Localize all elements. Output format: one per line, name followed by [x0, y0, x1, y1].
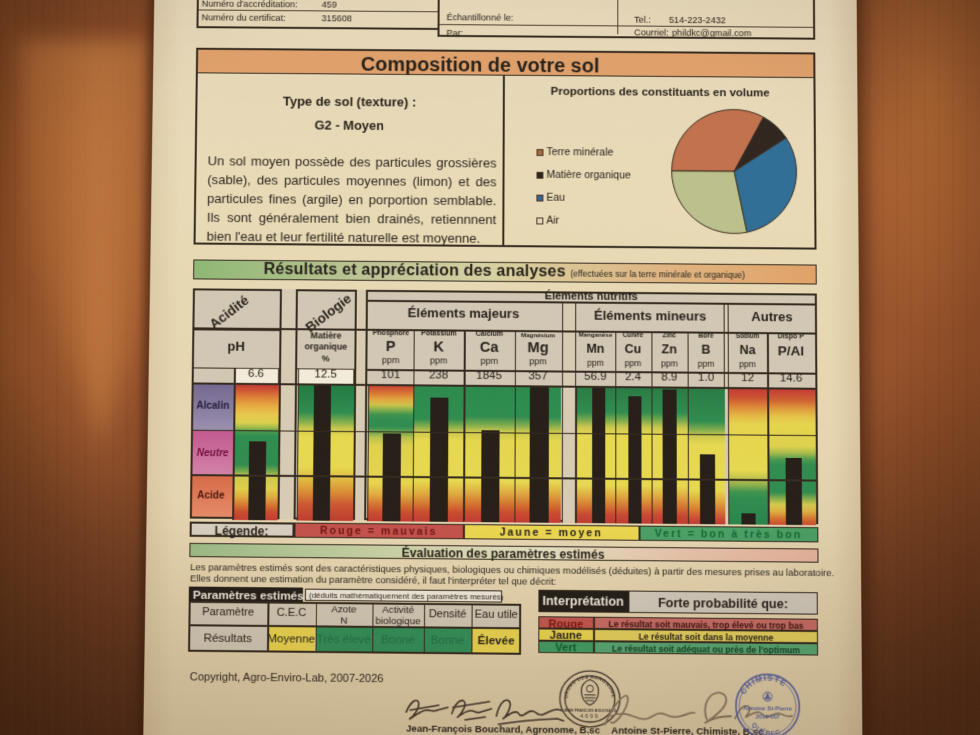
svg-text:2019-007: 2019-007: [756, 714, 781, 720]
svg-text:CHIMISTE: CHIMISTE: [739, 673, 789, 697]
svg-text:Antoine St-Pierre: Antoine St-Pierre: [744, 706, 794, 713]
svg-text:QUÉBEC: QUÉBEC: [750, 721, 782, 735]
svg-text:4699: 4699: [580, 714, 599, 720]
